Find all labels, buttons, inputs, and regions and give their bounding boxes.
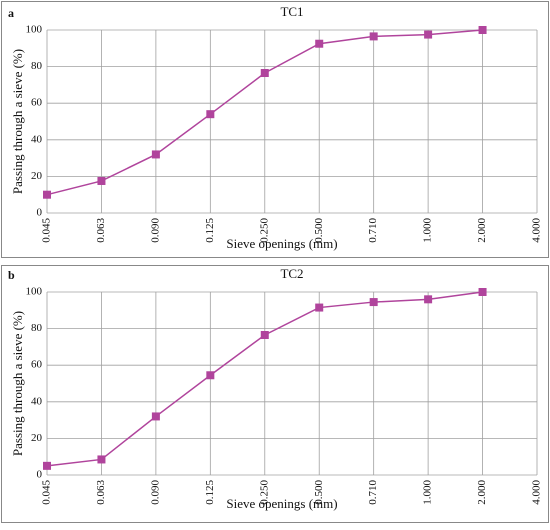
x-tick-label: 2.000 xyxy=(476,218,488,243)
panel-label: b xyxy=(8,268,15,282)
chart-title: TC2 xyxy=(280,266,303,281)
data-point xyxy=(424,295,433,304)
x-tick-label: 0.710 xyxy=(367,480,379,505)
data-point xyxy=(151,412,160,421)
data-point xyxy=(369,32,378,41)
x-tick-label: 0.125 xyxy=(204,480,216,505)
data-point xyxy=(315,303,324,312)
x-tick-label: 0.710 xyxy=(367,218,379,243)
y-tick-label: 40 xyxy=(31,133,43,145)
y-tick-label: 0 xyxy=(37,207,43,219)
x-tick-label: 4.000 xyxy=(531,218,543,243)
data-point xyxy=(97,455,106,464)
data-point xyxy=(43,190,51,199)
x-tick-label: 0.090 xyxy=(149,218,161,243)
data-point xyxy=(478,26,487,34)
x-tick-label: 4.000 xyxy=(531,480,543,505)
x-tick-label: 0.063 xyxy=(95,218,107,243)
y-tick-label: 80 xyxy=(31,322,43,334)
data-point xyxy=(369,298,378,307)
x-tick-label: 0.500 xyxy=(313,480,325,505)
y-axis-label: Passing through a sieve (%) xyxy=(10,311,25,456)
data-point xyxy=(97,176,106,185)
panel-frame xyxy=(1,1,549,258)
data-point xyxy=(260,69,269,78)
y-tick-label: 100 xyxy=(26,286,43,298)
x-axis-label: Sieve openings (mm) xyxy=(226,496,337,511)
y-tick-label: 20 xyxy=(31,432,43,444)
y-tick-label: 40 xyxy=(31,395,43,407)
x-tick-label: 0.250 xyxy=(258,218,270,243)
data-point xyxy=(478,288,487,296)
y-tick-label: 80 xyxy=(31,60,43,72)
x-tick-label: 0.250 xyxy=(258,480,270,505)
x-tick-label: 0.125 xyxy=(204,218,216,243)
x-tick-label: 2.000 xyxy=(476,480,488,505)
data-point xyxy=(315,39,324,48)
chart-title: TC1 xyxy=(280,4,303,19)
y-tick-label: 60 xyxy=(31,359,43,371)
panel-label: a xyxy=(8,6,14,20)
y-tick-label: 0 xyxy=(37,469,43,481)
data-point xyxy=(151,150,160,159)
x-tick-label: 0.063 xyxy=(95,480,107,505)
y-tick-label: 20 xyxy=(31,170,43,182)
data-point xyxy=(424,30,433,39)
x-tick-label: 0.045 xyxy=(41,218,53,243)
x-tick-label: 1.000 xyxy=(422,218,434,243)
panel-frame xyxy=(1,265,549,523)
data-point xyxy=(43,461,51,470)
x-tick-label: 0.500 xyxy=(313,218,325,243)
data-point xyxy=(206,110,215,119)
data-point xyxy=(260,331,269,340)
y-tick-label: 60 xyxy=(31,97,43,109)
data-point xyxy=(206,371,215,380)
y-axis-label: Passing through a sieve (%) xyxy=(10,49,25,194)
x-axis-label: Sieve openings (mm) xyxy=(226,236,337,251)
x-tick-label: 1.000 xyxy=(422,480,434,505)
x-tick-label: 0.090 xyxy=(149,480,161,505)
y-tick-label: 100 xyxy=(26,24,43,36)
x-tick-label: 0.045 xyxy=(41,480,53,505)
